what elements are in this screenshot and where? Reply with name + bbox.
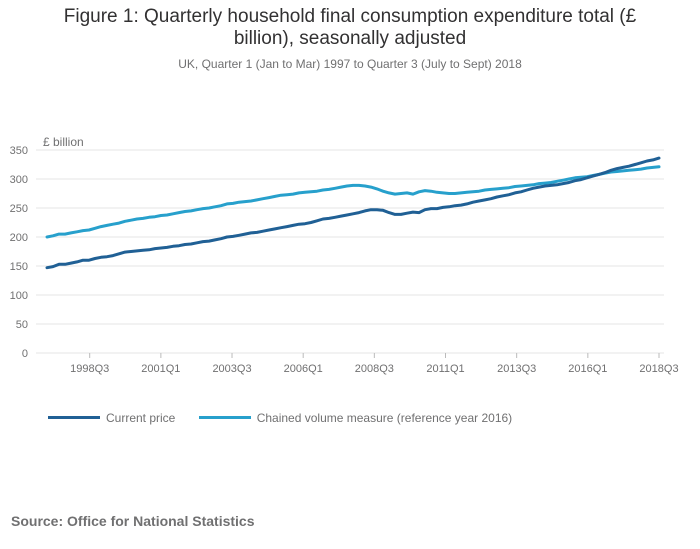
y-tick-label: 0: [22, 348, 28, 360]
x-tick-label: 2013Q3: [497, 363, 536, 375]
y-tick-label: 100: [10, 290, 28, 302]
grid-lines: [36, 149, 664, 354]
y-axis-label: £ billion: [43, 135, 84, 149]
line-chart: 0 50 100 150 200 250 300 350 1998Q3 2001Q1 2003Q3…: [10, 135, 679, 375]
x-tick-label: 2001Q1: [141, 363, 180, 375]
x-tick-label: 2011Q1: [426, 363, 464, 375]
series-lines: [45, 156, 661, 270]
x-tick-label: 2018Q3: [639, 363, 678, 375]
x-axis-ticks: 1998Q3 2001Q1 2003Q3 2006Q1 2008Q3 2011Q1 2013…: [70, 353, 679, 375]
legend-label-chained-volume: Chained volume measure (reference year 2…: [256, 410, 513, 425]
x-tick-label: 1998Q3: [70, 363, 109, 375]
y-tick-label: 250: [10, 203, 28, 215]
chart-legend: Current price Chained volume measure (re…: [48, 408, 532, 425]
y-tick-label: 50: [16, 319, 28, 331]
y-tick-label: 200: [10, 232, 28, 244]
chart-title: Figure 1: Quarterly household final cons…: [0, 6, 700, 50]
legend-item-chained-volume: Chained volume measure (reference year 2…: [198, 410, 513, 425]
series-chained-volume-line: [45, 165, 661, 239]
legend-swatch-current-price: [48, 416, 100, 419]
source-note: Source: Office for National Statistics: [11, 513, 255, 529]
chart-subtitle: UK, Quarter 1 (Jan to Mar) 1997 to Quart…: [178, 57, 522, 71]
legend-item-current-price: Current price: [48, 411, 175, 425]
y-tick-label: 350: [10, 145, 28, 157]
x-tick-label: 2008Q3: [355, 363, 394, 375]
y-axis-ticks: 0 50 100 150 200 250 300 350: [10, 145, 28, 360]
series-current-price-line: [45, 156, 661, 270]
x-tick-label: 2006Q1: [284, 363, 323, 375]
legend-label-current-price: Current price: [106, 410, 176, 425]
x-tick-label: 2016Q1: [568, 363, 607, 375]
x-tick-label: 2003Q3: [212, 363, 251, 375]
legend-swatch-chained-volume: [198, 416, 251, 419]
y-tick-label: 300: [10, 174, 28, 186]
chart-title-line2: billion), seasonally adjusted: [233, 28, 467, 49]
y-tick-label: 150: [10, 261, 28, 273]
chart-title-line1: Figure 1: Quarterly household final cons…: [63, 6, 637, 27]
